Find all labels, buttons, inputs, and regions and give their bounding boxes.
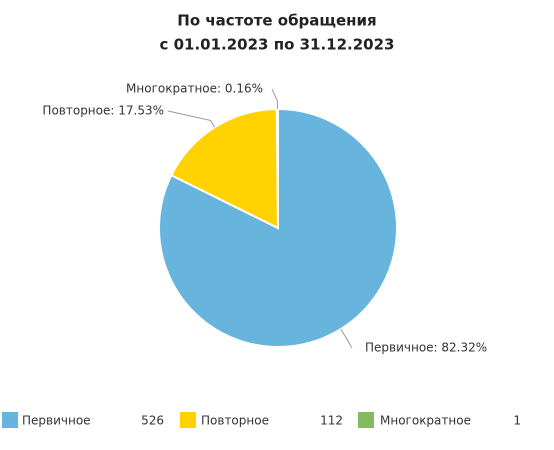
data-label: Первичное: 82.32% — [365, 341, 487, 355]
legend-swatch — [358, 412, 374, 428]
pie-slice — [275, 107, 279, 229]
chart-subtitle: с 01.01.2023 по 31.12.2023 — [159, 36, 394, 54]
legend-label: Повторное — [201, 414, 269, 428]
legend-swatch — [2, 412, 18, 428]
leader-line — [271, 88, 278, 110]
leader-line — [340, 328, 353, 349]
legend-swatch — [180, 412, 196, 428]
data-label: Многократное: 0.16% — [126, 82, 263, 96]
leader-line — [167, 110, 216, 128]
legend-label: Многократное — [380, 414, 471, 428]
pie-slice — [169, 107, 280, 230]
chart-title: По частоте обращения — [177, 12, 376, 30]
legend-count: 1 — [513, 414, 521, 428]
data-label: Повторное: 17.53% — [42, 104, 164, 118]
legend-label: Первичное — [22, 414, 91, 428]
legend-count: 526 — [141, 414, 164, 428]
legend-count: 112 — [320, 414, 343, 428]
